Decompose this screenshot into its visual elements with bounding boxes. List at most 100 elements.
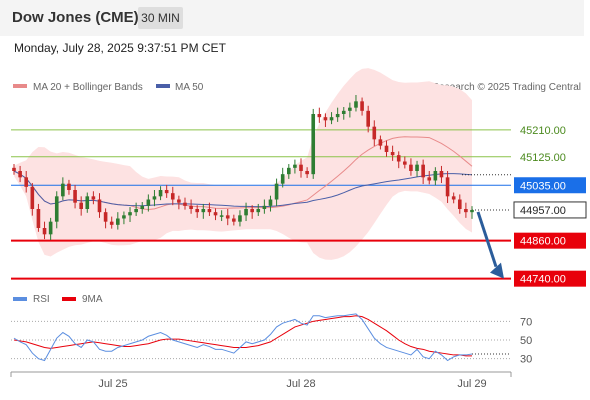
ma50-legend-label: MA 50 (175, 82, 204, 93)
candle-body (286, 167, 291, 175)
candle-body (189, 205, 193, 209)
candle-body (378, 139, 383, 146)
ma50-line (13, 170, 473, 208)
candle-body (24, 177, 29, 187)
forecast-arrow-shaft (476, 211, 498, 268)
candle-body (390, 152, 395, 156)
candle-body (18, 171, 22, 178)
candle-body (91, 196, 96, 200)
candle-body (348, 107, 352, 111)
candle-body (164, 190, 169, 194)
candle-body (433, 171, 438, 181)
level-label-45125.00: 45125.00 (520, 152, 566, 164)
candle-body (30, 186, 35, 209)
candle-body (36, 209, 41, 228)
candle-body (250, 209, 254, 213)
candle-body (54, 196, 59, 222)
ma20-legend-label: MA 20 + Bollinger Bands (33, 82, 143, 93)
candle-body (470, 209, 474, 213)
credit-label: Research © 2025 Trading Central (432, 82, 581, 93)
candle-body (305, 171, 309, 175)
candle-body (177, 199, 181, 203)
rsi-ma9-line (13, 315, 472, 357)
candle-body (415, 164, 419, 171)
candle-body (97, 199, 102, 213)
candle-body (183, 202, 187, 206)
candle-body (79, 202, 83, 209)
candle-body (366, 110, 370, 127)
candle-body (427, 177, 432, 181)
candle-body (457, 199, 462, 209)
main-plot: 45210.00 45125.00 45035.00 44957.00 44860.00… (11, 68, 587, 287)
rsi-legend-swatch (13, 297, 27, 301)
candle-body (274, 183, 279, 200)
level-tag-45035.00 (514, 177, 586, 194)
candle-body (158, 190, 163, 197)
instrument-title: Dow Jones (CME) (12, 9, 139, 26)
candle-body (232, 218, 236, 222)
candle-body (219, 215, 224, 217)
bollinger-band (14, 68, 472, 260)
header-bar (0, 0, 584, 36)
candle-body (299, 164, 303, 171)
candle-body (12, 167, 16, 171)
candle-body (42, 228, 47, 235)
candle-body (170, 193, 175, 200)
candle-body (48, 221, 53, 235)
candle-body (244, 209, 248, 216)
candle-body (195, 209, 200, 213)
ma50-legend-swatch (156, 84, 170, 88)
candle-body (109, 221, 114, 225)
level-tag-44957.00 (513, 201, 587, 219)
x-tick-jul25: Jul 25 (98, 378, 127, 390)
rsi-tick-30: 30 (520, 354, 532, 366)
candle-body (201, 209, 206, 213)
ma9-legend-swatch (62, 297, 76, 301)
candle-body (354, 101, 358, 108)
rsi-legend-label: RSI (33, 294, 50, 305)
candle-body (372, 126, 377, 140)
level-tag-44740.00 (514, 270, 586, 287)
x-tick-jul28: Jul 28 (286, 378, 315, 390)
rsi-plot: 70 50 30 (11, 313, 532, 366)
candle-body (360, 101, 364, 111)
candle-body (140, 205, 145, 209)
timeframe-button[interactable]: 30 MIN (138, 7, 183, 29)
level-label-44957.00: 44957.00 (520, 205, 566, 217)
level-label-45035.00: 45035.00 (520, 180, 566, 192)
ma9-legend-label: 9MA (82, 294, 103, 305)
level-label-45210.00: 45210.00 (520, 125, 566, 137)
candle-body (293, 164, 297, 168)
candle-body (439, 171, 444, 178)
candle-body (262, 205, 267, 209)
candle-body (256, 209, 261, 213)
candle-body (103, 212, 108, 222)
candle-body (268, 199, 273, 206)
candle-body (122, 215, 126, 219)
candle-body (409, 164, 413, 171)
x-tick-jul29: Jul 29 (457, 378, 486, 390)
level-label-44740.00: 44740.00 (520, 274, 566, 286)
candle-body (61, 183, 65, 197)
candle-body (445, 177, 450, 197)
candle-body (152, 196, 157, 200)
candle-body (225, 215, 230, 219)
candle-body (421, 164, 425, 178)
candle-body (396, 155, 401, 162)
candle-body (85, 196, 90, 209)
candle-body (67, 183, 71, 190)
rsi-line (13, 313, 473, 362)
candle-body (384, 145, 389, 152)
rsi-tick-70: 70 (520, 316, 532, 328)
candle-body (73, 190, 77, 203)
candle-body (464, 209, 468, 213)
candle-body (335, 114, 340, 118)
candle-body (403, 161, 407, 165)
candle-body (341, 110, 346, 114)
level-label-44860.00: 44860.00 (520, 236, 566, 248)
ma20-legend-swatch (13, 84, 27, 88)
candle-body (280, 174, 285, 184)
candle-body (207, 209, 212, 213)
forecast-arrow-head (490, 262, 504, 279)
